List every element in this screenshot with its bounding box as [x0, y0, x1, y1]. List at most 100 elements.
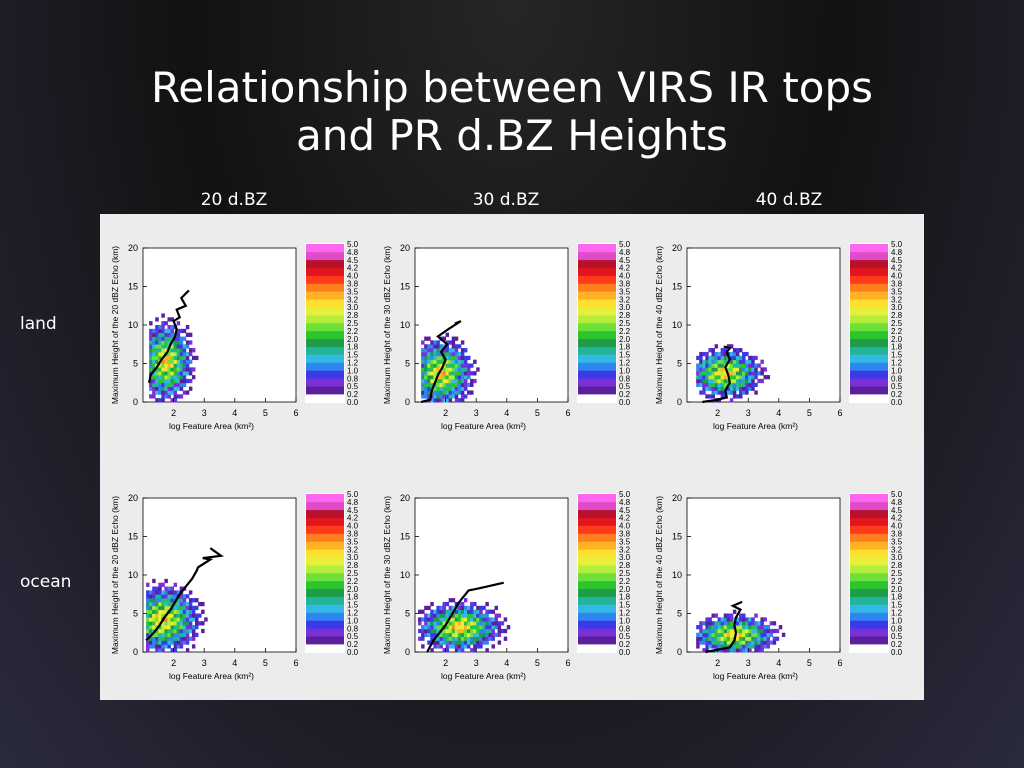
heatmap-cell	[427, 363, 431, 368]
heatmap-cell	[185, 605, 190, 611]
heatmap-cell	[436, 359, 440, 364]
heatmap-cell	[424, 386, 428, 391]
heatmap-cell	[427, 375, 431, 380]
heatmap-cell	[176, 321, 181, 326]
colorbar-label: 3.2	[347, 295, 359, 304]
colorbar-swatch	[306, 549, 344, 558]
colorbar-label: 4.0	[347, 272, 359, 281]
colorbar-label: 1.2	[619, 609, 631, 618]
heatmap-cell	[158, 325, 162, 330]
heatmap-cell	[433, 344, 437, 349]
heatmap-cell	[745, 632, 749, 637]
colorbar-swatch	[850, 323, 888, 332]
heatmap-cell	[445, 394, 450, 399]
heatmap-cell	[149, 328, 153, 334]
colorbar-label: 1.5	[619, 351, 631, 360]
heatmap-cell	[454, 617, 459, 622]
heatmap-cell	[473, 359, 477, 364]
colorbar-label: 1.2	[619, 359, 631, 368]
heatmap-cell	[173, 617, 178, 622]
heatmap-cell	[494, 632, 499, 637]
colorbar-label: 4.8	[347, 248, 359, 257]
heatmap-cell	[149, 340, 153, 345]
heatmap-cell	[421, 617, 425, 622]
heatmap-cell	[158, 355, 162, 361]
heatmap-cell	[179, 363, 184, 368]
heatmap-cell	[170, 640, 174, 645]
heatmap-cell	[445, 359, 450, 364]
y-tick-label: 0	[133, 647, 138, 657]
heatmap-cell	[717, 621, 722, 626]
heatmap-cell	[705, 371, 709, 376]
colorbar-label: 1.8	[619, 343, 631, 352]
heatmap-cell	[745, 628, 749, 634]
heatmap-cell	[742, 371, 746, 376]
colorbar-swatch	[306, 338, 344, 347]
heatmap-cell	[176, 371, 181, 376]
heatmap-cell	[699, 359, 703, 364]
heatmap-cell	[191, 617, 196, 622]
heatmap-cell	[161, 582, 165, 587]
heatmap-cell	[457, 617, 462, 622]
heatmap-cell	[463, 363, 468, 368]
heatmap-cell	[457, 386, 462, 391]
heatmap-cell	[164, 367, 168, 372]
heatmap-cell	[158, 390, 162, 395]
heatmap-cell	[152, 363, 156, 368]
heatmap-cell	[182, 328, 187, 334]
heatmap-cell	[170, 325, 174, 330]
heatmap-cell	[460, 617, 465, 622]
heatmap-cell	[742, 648, 746, 653]
heatmap-cell	[760, 636, 764, 641]
colorbar-swatch	[850, 494, 888, 503]
heatmap-cell	[467, 605, 471, 611]
colorbar-swatch	[850, 525, 888, 534]
heatmap-cell	[152, 632, 156, 637]
heatmap-cell	[757, 640, 761, 645]
heatmap-cell	[170, 390, 174, 395]
heatmap-cell	[470, 390, 474, 395]
colorbar-label: 2.0	[891, 585, 903, 594]
heatmap-cell	[463, 613, 468, 618]
heatmap-cell	[442, 386, 446, 391]
heatmap-cell	[748, 632, 752, 637]
heatmap-cell	[158, 628, 162, 634]
heatmap-cell	[705, 363, 709, 368]
heatmap-cell	[702, 378, 706, 384]
heatmap-cell	[176, 640, 181, 645]
heatmap-cell	[427, 394, 431, 399]
heatmap-cell	[723, 628, 728, 634]
heatmap-cell	[170, 617, 174, 622]
colorbar-swatch	[578, 394, 616, 403]
heatmap-cell	[754, 390, 758, 395]
heatmap-cell	[708, 625, 712, 630]
heatmap-cell	[717, 632, 722, 637]
heatmap-cell	[457, 601, 462, 607]
heatmap-cell	[424, 621, 428, 626]
heatmap-cell	[146, 601, 150, 607]
heatmap-cell	[179, 386, 184, 391]
heatmap-cell	[711, 375, 715, 380]
heatmap-cell	[179, 609, 184, 614]
heatmap-cell	[723, 625, 728, 630]
heatmap-cell	[723, 382, 728, 387]
heatmap-cell	[182, 367, 187, 372]
y-tick-label: 15	[400, 282, 410, 292]
heatmap-cell	[448, 621, 453, 626]
y-tick-label: 15	[672, 532, 682, 542]
heatmap-cell	[748, 640, 752, 645]
heatmap-cell	[751, 378, 755, 384]
colorbar-swatch	[306, 517, 344, 526]
heatmap-cell	[760, 640, 764, 645]
heatmap-cell	[708, 375, 712, 380]
heatmap-cell	[427, 351, 431, 357]
heatmap-cell	[451, 336, 456, 341]
heatmap-cell	[188, 605, 193, 611]
colorbar-label: 3.5	[347, 537, 359, 546]
colorbar-label: 5.0	[891, 490, 903, 499]
heatmap-cell	[173, 640, 178, 645]
heatmap-cell	[739, 378, 743, 384]
heatmap-cell	[702, 621, 706, 626]
heatmap-cell	[491, 625, 495, 630]
heatmap-cell	[158, 625, 162, 630]
